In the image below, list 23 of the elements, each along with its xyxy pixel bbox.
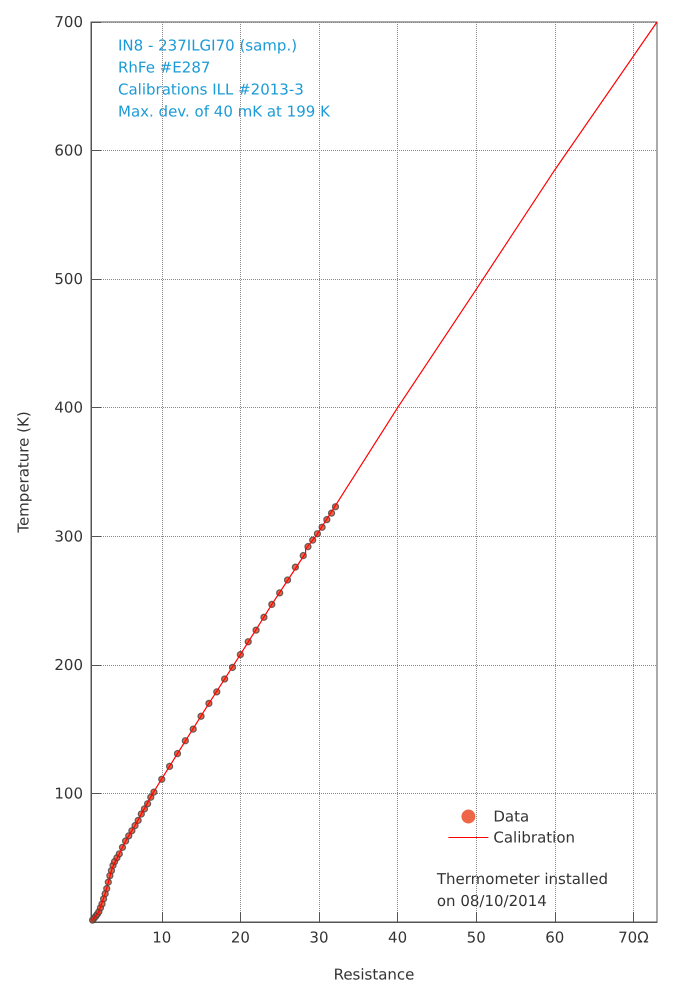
- y-tick-label: 200: [54, 656, 83, 674]
- x-tick-label: 30: [309, 928, 329, 946]
- y-tick-label: 300: [54, 527, 83, 546]
- y-tick-label: 500: [54, 270, 83, 288]
- legend-label: Calibration: [493, 828, 576, 846]
- y-tick-label: 100: [54, 784, 83, 802]
- y-tick-label: 700: [54, 13, 83, 31]
- y-axis-title: Temperature (K): [14, 411, 32, 534]
- x-axis-title: Resistance: [334, 966, 414, 984]
- x-tick-label: 40: [388, 928, 408, 946]
- annotation: Calibrations ILL #2013-3: [118, 80, 304, 98]
- annotation: IN8 - 237ILGI70 (samp.): [118, 36, 298, 54]
- annotation: Max. dev. of 40 mK at 199 K: [118, 102, 332, 120]
- annotation: Thermometer installed on 08/10/2014: [436, 870, 608, 910]
- y-tick-label: 600: [54, 142, 83, 160]
- x-tick-label: 50: [466, 928, 486, 946]
- x-tick-label: 10: [152, 928, 172, 946]
- x-tick-label: 20: [230, 928, 250, 946]
- legend-label: Data: [493, 808, 530, 826]
- x-tick-label: 70Ω: [618, 928, 649, 946]
- x-tick-label: 60: [545, 928, 564, 946]
- y-tick-label: 400: [54, 398, 83, 417]
- annotation: RhFe #E287: [118, 58, 210, 76]
